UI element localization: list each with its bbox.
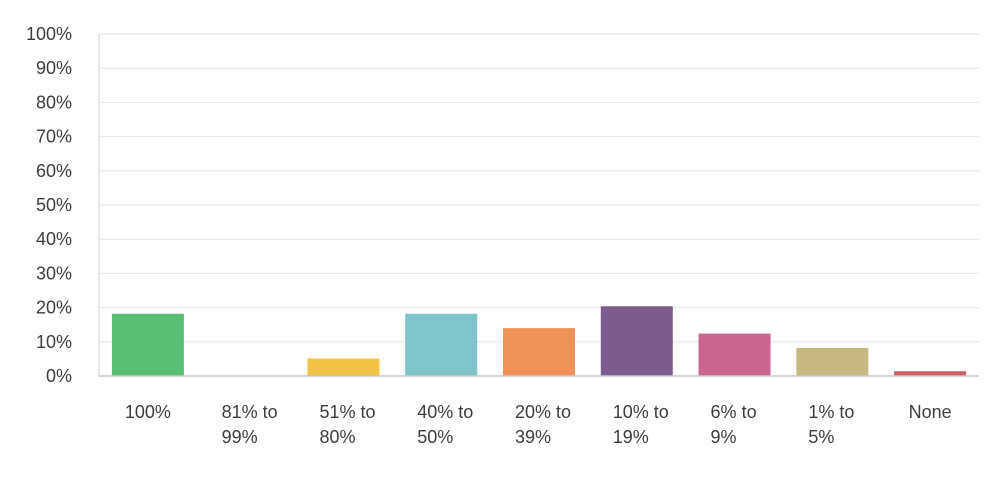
x-tick-label-line: 40% to bbox=[417, 402, 473, 422]
x-tick-label: 40% to 50% bbox=[417, 402, 473, 447]
y-tick-label: 0% bbox=[46, 366, 72, 386]
y-tick-label: 100% bbox=[26, 24, 72, 44]
x-tick-label: 100% bbox=[125, 402, 171, 422]
x-tick-label-line: 1% to bbox=[808, 402, 854, 422]
x-tick-label-line: 5% bbox=[808, 427, 834, 447]
y-axis: 0% 10% 20% 30% 40% 50% 60% 70% 80% 90% 100% bbox=[26, 24, 100, 386]
bar[interactable] bbox=[503, 328, 575, 376]
x-tick-label: None bbox=[909, 402, 952, 422]
x-tick-label-line: 20% to bbox=[515, 402, 571, 422]
x-tick-label-line: 80% bbox=[319, 427, 355, 447]
y-tick-label: 70% bbox=[36, 127, 72, 147]
x-tick-label: 20% to 39% bbox=[515, 402, 571, 447]
x-tick-label-line: 99% bbox=[222, 427, 258, 447]
y-tick-label: 90% bbox=[36, 58, 72, 78]
y-tick-label: 40% bbox=[36, 229, 72, 249]
x-tick-label-line: 6% to bbox=[711, 402, 757, 422]
bar[interactable] bbox=[698, 333, 771, 376]
bar[interactable] bbox=[894, 371, 967, 376]
x-axis: 100% 81% to 99% 51% to 80% 40% to 50% 20% to 39%… bbox=[99, 375, 979, 447]
bars bbox=[111, 306, 967, 376]
bar[interactable] bbox=[796, 347, 869, 376]
y-tick-label: 10% bbox=[36, 332, 72, 352]
x-tick-label-line: 51% to bbox=[319, 402, 375, 422]
x-tick-label-line: 19% bbox=[613, 427, 649, 447]
x-tick-label: 51% to 80% bbox=[319, 402, 375, 447]
bar[interactable] bbox=[600, 306, 673, 376]
bar[interactable] bbox=[307, 358, 380, 376]
gridlines bbox=[99, 33, 979, 343]
y-tick-label: 30% bbox=[36, 263, 72, 283]
x-tick-label-line: 50% bbox=[417, 427, 453, 447]
x-tick-label: 10% to 19% bbox=[613, 402, 669, 447]
x-tick-label: 81% to 99% bbox=[222, 402, 278, 447]
y-tick-label: 60% bbox=[36, 161, 72, 181]
x-tick-label-line: 9% bbox=[711, 427, 737, 447]
x-tick-label-line: None bbox=[909, 402, 952, 422]
bar[interactable] bbox=[111, 313, 184, 376]
y-tick-label: 20% bbox=[36, 298, 72, 318]
y-tick-label: 80% bbox=[36, 92, 72, 112]
x-tick-label-line: 100% bbox=[125, 402, 171, 422]
x-tick-label-line: 10% to bbox=[613, 402, 669, 422]
x-tick-label-line: 81% to bbox=[222, 402, 278, 422]
x-tick-label: 1% to 5% bbox=[808, 402, 854, 447]
x-tick-label: 6% to 9% bbox=[711, 402, 757, 447]
bar[interactable] bbox=[405, 313, 478, 376]
y-tick-label: 50% bbox=[36, 195, 72, 215]
x-tick-label-line: 39% bbox=[515, 427, 551, 447]
